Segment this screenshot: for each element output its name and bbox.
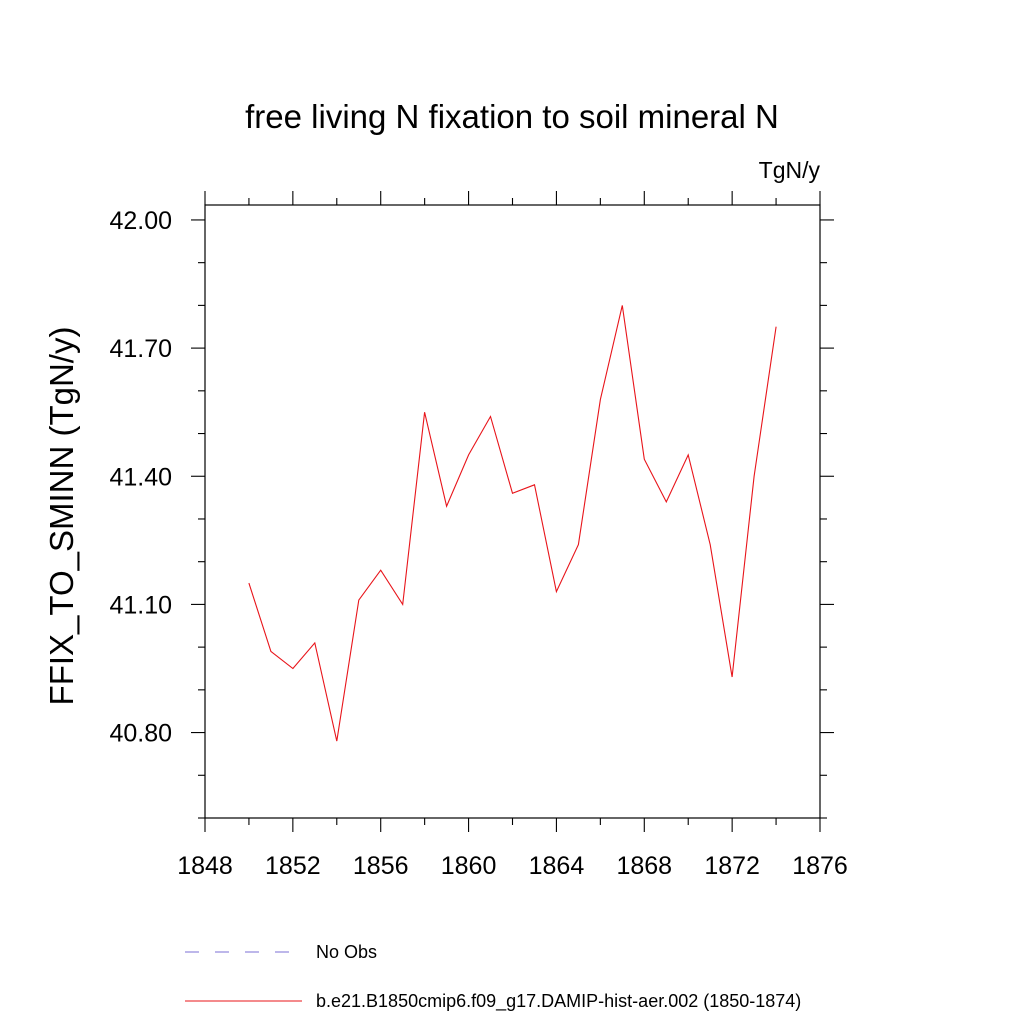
x-tick-label: 1868 [616, 852, 672, 880]
legend-label: b.e21.B1850cmip6.f09_g17.DAMIP-hist-aer.… [316, 991, 801, 1012]
y-tick-label: 42.00 [109, 207, 172, 235]
x-tick-label: 1872 [704, 852, 760, 880]
x-tick-label: 1852 [265, 852, 321, 880]
x-tick-label: 1876 [792, 852, 848, 880]
plot-frame [204, 204, 821, 819]
y-tick-label: 40.80 [109, 720, 172, 748]
y-tick-label: 41.40 [109, 463, 172, 491]
y-tick-label: 41.10 [109, 591, 172, 619]
data-series [248, 305, 777, 742]
axis-ticks: 1848 1852 1856 1860 1864 1868 1872 1876 40.80 41.… [109, 191, 848, 880]
chart-title: free living N fixation to soil mineral N [245, 98, 779, 135]
y-tick-label: 41.70 [109, 335, 172, 363]
x-tick-label: 1848 [177, 852, 233, 880]
x-tick-label: 1856 [353, 852, 409, 880]
series-line [248, 305, 777, 742]
units-label: TgN/y [758, 157, 820, 183]
x-tick-label: 1864 [529, 852, 585, 880]
legend: No Obs b.e21.B1850cmip6.f09_g17.DAMIP-his… [185, 942, 801, 1012]
legend-label: No Obs [316, 942, 377, 962]
x-tick-label: 1860 [441, 852, 497, 880]
